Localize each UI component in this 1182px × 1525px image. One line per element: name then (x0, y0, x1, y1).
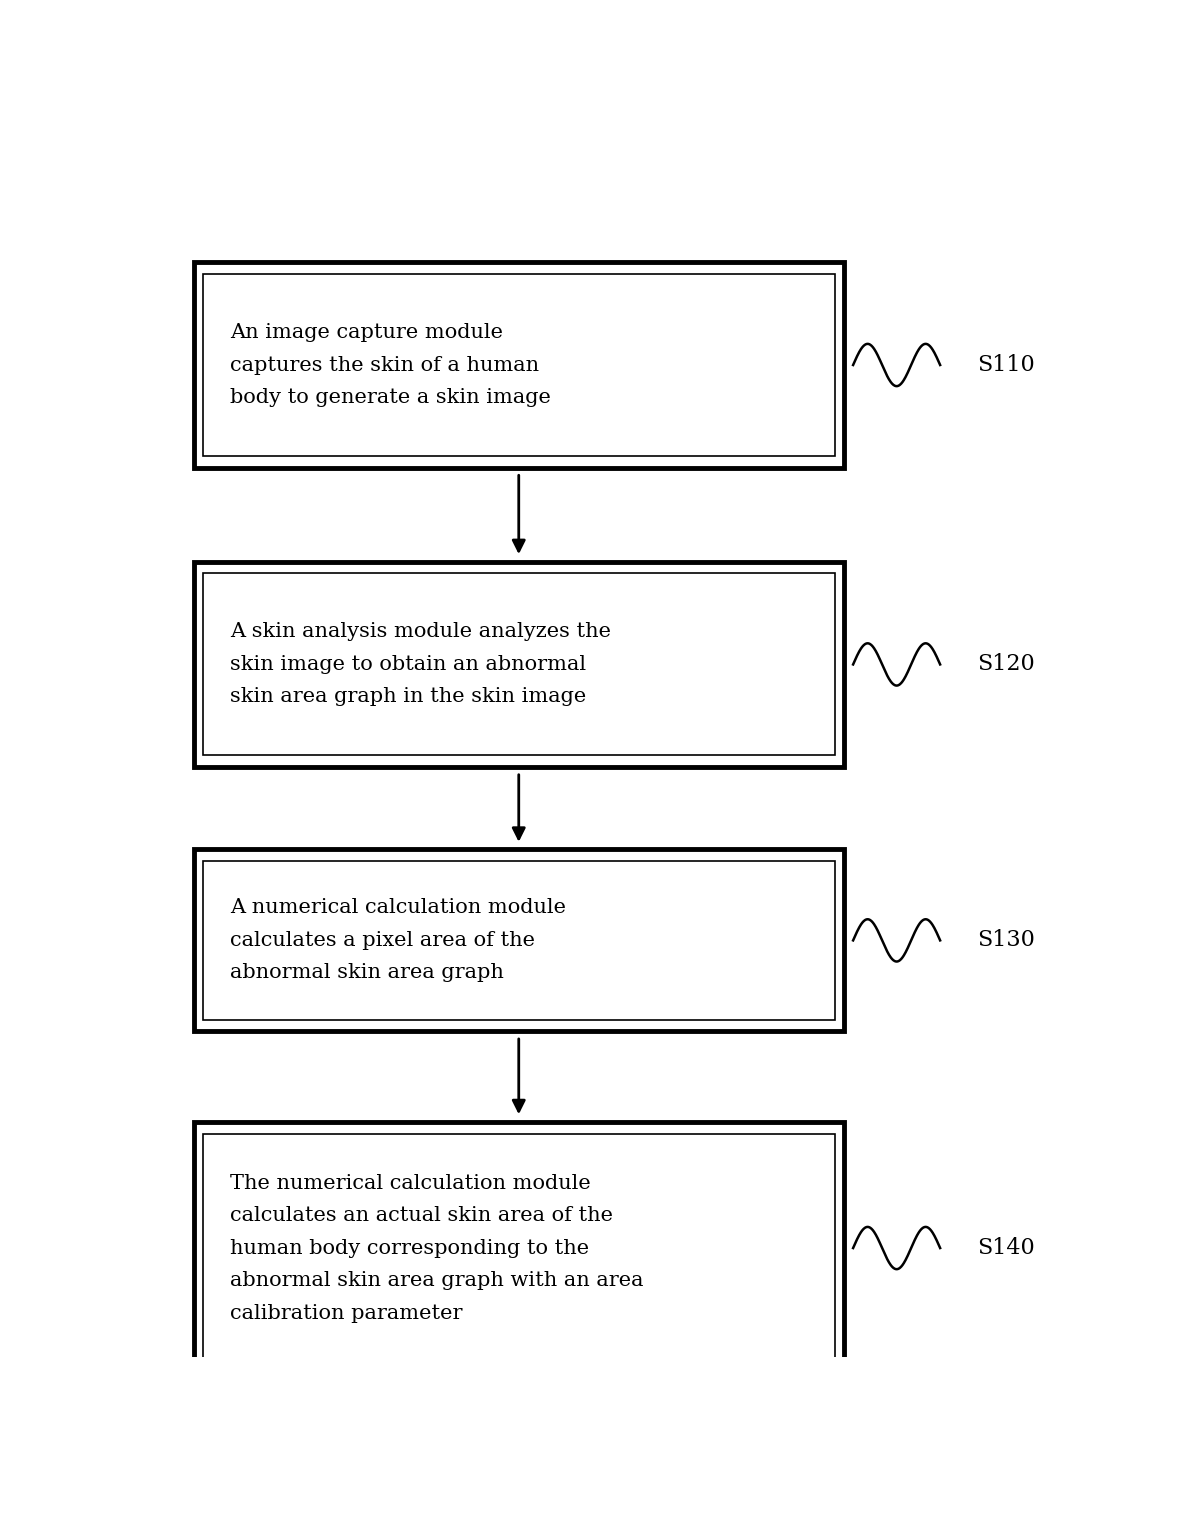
Text: A skin analysis module analyzes the
skin image to obtain an abnormal
skin area g: A skin analysis module analyzes the skin… (230, 622, 611, 706)
FancyBboxPatch shape (194, 561, 844, 767)
FancyBboxPatch shape (203, 862, 834, 1020)
FancyBboxPatch shape (203, 274, 834, 456)
Text: S130: S130 (976, 929, 1034, 952)
FancyBboxPatch shape (203, 573, 834, 755)
Text: S120: S120 (976, 653, 1034, 676)
FancyBboxPatch shape (194, 1122, 844, 1374)
Text: A numerical calculation module
calculates a pixel area of the
abnormal skin area: A numerical calculation module calculate… (230, 898, 566, 982)
Text: S140: S140 (976, 1237, 1034, 1260)
FancyBboxPatch shape (194, 262, 844, 468)
Text: S110: S110 (976, 354, 1034, 377)
Text: The numerical calculation module
calculates an actual skin area of the
human bod: The numerical calculation module calcula… (230, 1174, 644, 1322)
FancyBboxPatch shape (203, 1133, 834, 1362)
FancyBboxPatch shape (194, 849, 844, 1031)
Text: An image capture module
captures the skin of a human
body to generate a skin ima: An image capture module captures the ski… (230, 323, 551, 407)
